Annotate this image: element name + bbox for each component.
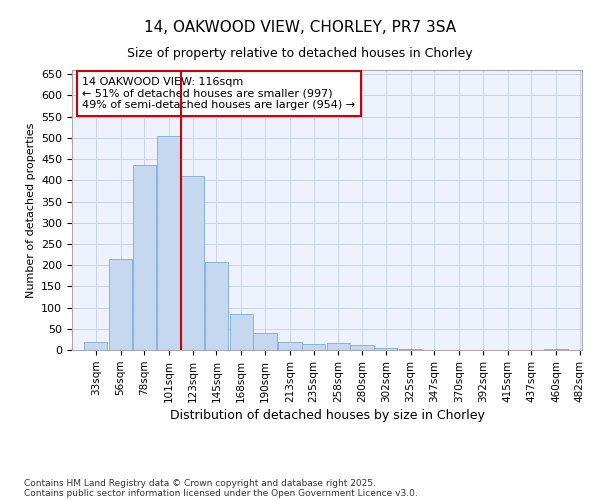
Text: 14, OAKWOOD VIEW, CHORLEY, PR7 3SA: 14, OAKWOOD VIEW, CHORLEY, PR7 3SA	[144, 20, 456, 35]
Text: Contains public sector information licensed under the Open Government Licence v3: Contains public sector information licen…	[24, 488, 418, 498]
Bar	[205, 262, 228, 350]
Bar	[133, 166, 156, 350]
Bar	[544, 349, 568, 350]
Bar	[278, 342, 302, 350]
Bar	[230, 314, 253, 350]
Bar	[399, 349, 422, 350]
Bar	[326, 343, 350, 350]
Bar	[302, 344, 325, 350]
Text: 14 OAKWOOD VIEW: 116sqm
← 51% of detached houses are smaller (997)
49% of semi-d: 14 OAKWOOD VIEW: 116sqm ← 51% of detache…	[82, 77, 355, 110]
X-axis label: Distribution of detached houses by size in Chorley: Distribution of detached houses by size …	[170, 409, 484, 422]
Bar	[374, 348, 397, 350]
Y-axis label: Number of detached properties: Number of detached properties	[26, 122, 35, 298]
Bar	[350, 345, 374, 350]
Text: Size of property relative to detached houses in Chorley: Size of property relative to detached ho…	[127, 48, 473, 60]
Text: Contains HM Land Registry data © Crown copyright and database right 2025.: Contains HM Land Registry data © Crown c…	[24, 478, 376, 488]
Bar	[181, 176, 205, 350]
Bar	[109, 259, 132, 350]
Bar	[253, 333, 277, 350]
Bar	[84, 342, 107, 350]
Bar	[157, 136, 181, 350]
